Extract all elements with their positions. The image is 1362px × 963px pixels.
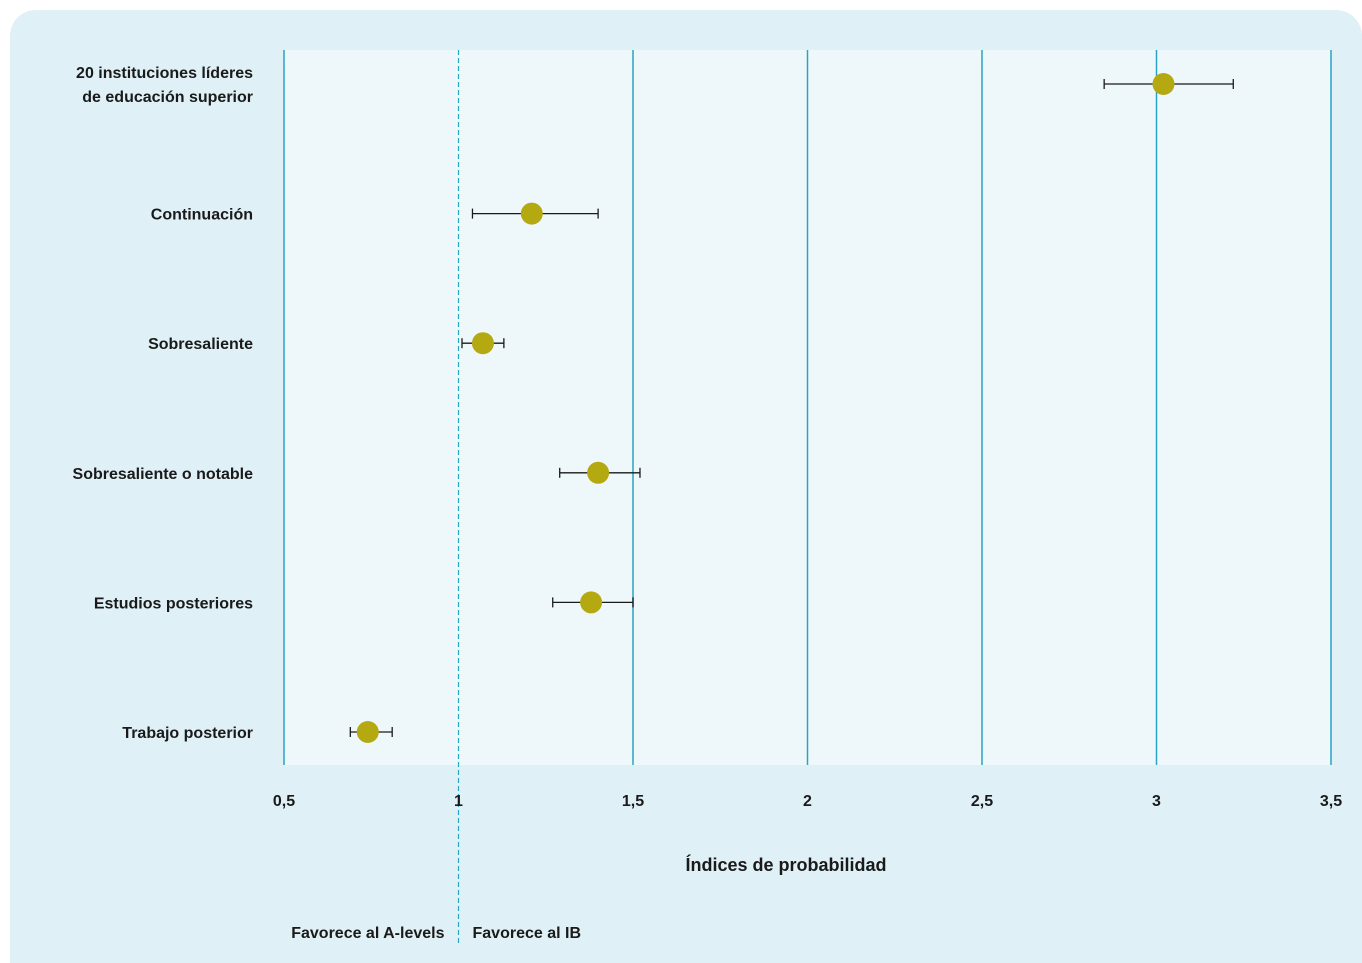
- category-label-1: Continuación: [151, 207, 253, 224]
- category-label-3: Sobresaliente o notable: [73, 466, 254, 483]
- x-tick-label-3: 2: [803, 793, 812, 810]
- category-label-2: Sobresaliente: [148, 336, 253, 353]
- favors-ib-label: Favorece al IB: [473, 925, 582, 942]
- x-tick-label-0: 0,5: [273, 793, 295, 810]
- x-tick-labels: 0,5 1 1,5 2 2,5 3 3,5: [273, 793, 1342, 810]
- category-label-4: Estudios posteriores: [94, 595, 253, 612]
- data-point-5: [356, 721, 379, 743]
- data-point-4: [580, 591, 603, 614]
- x-axis-title: Índices de probabilidad: [685, 854, 886, 875]
- gridlines: [283, 50, 1332, 765]
- x-tick-label-1: 1: [454, 793, 463, 810]
- data-point-0: [1152, 73, 1175, 95]
- data-point-3: [587, 461, 610, 484]
- category-labels: 20 instituciones líderes de educación sup…: [73, 65, 254, 742]
- data-point-1: [520, 202, 543, 225]
- x-tick-label-5: 3: [1152, 793, 1161, 810]
- x-tick-label-4: 2,5: [971, 793, 993, 810]
- data-marks: [349, 73, 1234, 743]
- data-point-2: [471, 332, 494, 355]
- category-label-0: 20 instituciones líderes de educación sup…: [76, 65, 253, 106]
- x-tick-label-6: 3,5: [1320, 793, 1342, 810]
- x-tick-label-2: 1,5: [622, 793, 644, 810]
- category-label-5: Trabajo posterior: [122, 725, 253, 742]
- favors-a-levels-label: Favorece al A-levels: [291, 925, 444, 942]
